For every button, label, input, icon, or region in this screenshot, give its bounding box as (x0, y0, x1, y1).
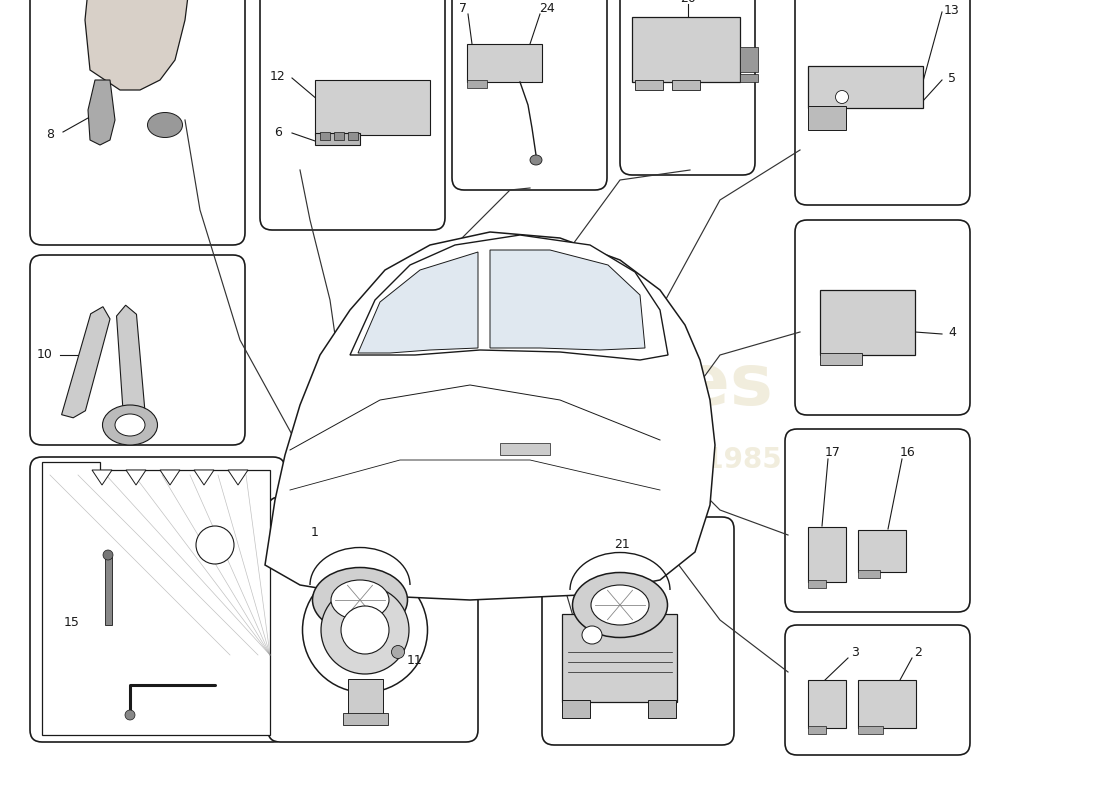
Bar (808, 680, 846, 728)
Text: 12: 12 (271, 70, 286, 82)
Bar (808, 527, 846, 582)
Polygon shape (228, 470, 248, 485)
Bar (858, 726, 883, 734)
Ellipse shape (836, 90, 848, 103)
Bar (348, 132, 358, 140)
Polygon shape (265, 232, 715, 600)
Ellipse shape (116, 414, 145, 436)
Bar (562, 700, 590, 718)
Polygon shape (194, 470, 214, 485)
Ellipse shape (125, 710, 135, 720)
FancyBboxPatch shape (452, 0, 607, 190)
Text: 20: 20 (680, 0, 696, 5)
Ellipse shape (103, 550, 113, 560)
Ellipse shape (572, 573, 668, 638)
Text: 17: 17 (825, 446, 840, 458)
Text: 3: 3 (851, 646, 859, 658)
Ellipse shape (392, 646, 405, 658)
Bar (343, 713, 388, 725)
FancyBboxPatch shape (795, 220, 970, 415)
Text: 8: 8 (46, 129, 54, 142)
Polygon shape (88, 80, 116, 145)
Polygon shape (160, 470, 180, 485)
Bar (648, 700, 676, 718)
Bar (562, 614, 676, 702)
Text: 16: 16 (900, 446, 916, 458)
Bar (334, 132, 344, 140)
Ellipse shape (147, 113, 183, 138)
Bar (858, 530, 906, 572)
Polygon shape (92, 470, 112, 485)
FancyBboxPatch shape (620, 0, 755, 175)
Bar (635, 80, 663, 90)
FancyBboxPatch shape (30, 255, 245, 445)
Text: 10: 10 (37, 349, 53, 362)
Text: a passion for parts since 1985: a passion for parts since 1985 (309, 446, 781, 474)
Text: 11: 11 (407, 654, 422, 666)
FancyBboxPatch shape (260, 0, 446, 230)
Ellipse shape (102, 405, 157, 445)
Ellipse shape (302, 567, 428, 693)
Polygon shape (126, 470, 146, 485)
FancyBboxPatch shape (785, 429, 970, 612)
Text: 5: 5 (948, 71, 956, 85)
Bar (632, 17, 740, 82)
Bar (808, 726, 826, 734)
Polygon shape (62, 306, 110, 418)
Ellipse shape (312, 567, 407, 633)
Polygon shape (490, 250, 645, 350)
Bar (468, 80, 487, 88)
Bar (858, 570, 880, 578)
Bar (740, 74, 758, 82)
Ellipse shape (530, 155, 542, 165)
Bar (315, 80, 430, 135)
Bar (858, 680, 916, 728)
Polygon shape (85, 0, 190, 90)
Polygon shape (42, 462, 270, 735)
Bar (315, 133, 360, 145)
Bar (808, 66, 923, 108)
Ellipse shape (331, 580, 389, 620)
FancyBboxPatch shape (542, 517, 734, 745)
FancyBboxPatch shape (785, 625, 970, 755)
FancyBboxPatch shape (268, 497, 478, 742)
Bar (320, 132, 330, 140)
Bar (348, 679, 383, 717)
Text: 7: 7 (459, 2, 468, 14)
Text: 2: 2 (914, 646, 922, 658)
Text: 21: 21 (614, 538, 630, 551)
Ellipse shape (341, 606, 389, 654)
FancyBboxPatch shape (30, 457, 285, 742)
Text: 1: 1 (311, 526, 319, 538)
Polygon shape (117, 305, 145, 421)
Bar (104, 557, 112, 625)
Bar (740, 47, 758, 72)
Ellipse shape (591, 585, 649, 625)
Ellipse shape (196, 526, 234, 564)
Bar (808, 580, 826, 588)
FancyBboxPatch shape (30, 0, 245, 245)
Text: 15: 15 (64, 615, 80, 629)
Bar (672, 80, 700, 90)
Text: eurospares: eurospares (317, 350, 773, 419)
Bar (820, 353, 862, 365)
Bar (468, 44, 542, 82)
Bar (808, 106, 846, 130)
Text: 4: 4 (948, 326, 956, 338)
Bar (500, 443, 550, 455)
FancyBboxPatch shape (795, 0, 970, 205)
Text: 6: 6 (274, 126, 282, 138)
Text: 24: 24 (539, 2, 554, 14)
Text: 13: 13 (944, 3, 960, 17)
Ellipse shape (321, 586, 409, 674)
Polygon shape (358, 252, 478, 353)
Ellipse shape (582, 626, 602, 644)
Bar (820, 290, 915, 355)
Polygon shape (350, 235, 668, 360)
